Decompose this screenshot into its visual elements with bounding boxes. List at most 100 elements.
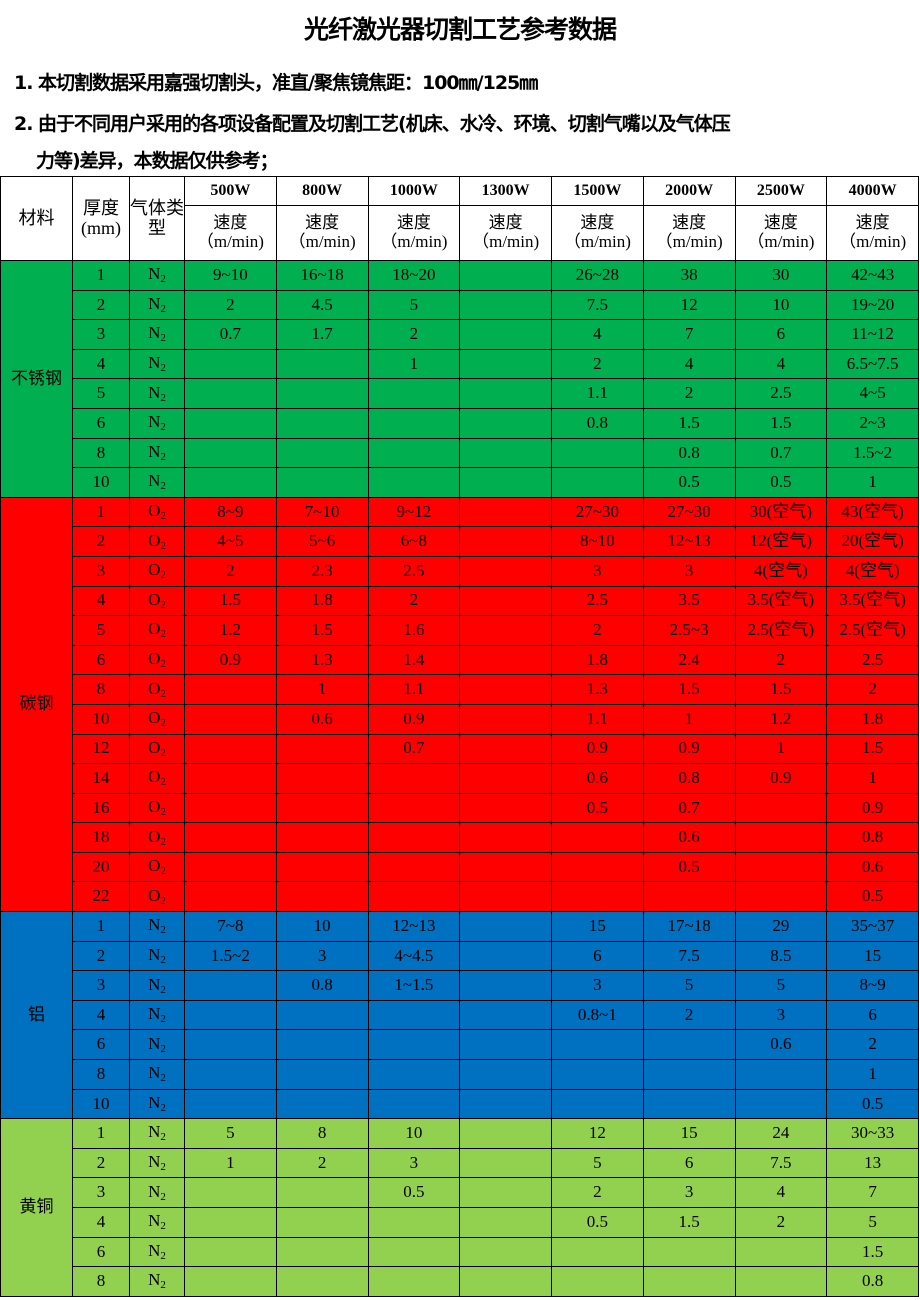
thickness-cell: 14	[72, 763, 130, 794]
speed-cell	[551, 437, 644, 469]
speed-cell: 1.8	[551, 644, 644, 676]
table-row: 4 N2 0.8~1 2 3 6	[0, 999, 919, 1031]
speed-cell	[734, 1059, 828, 1090]
speed-cell	[551, 881, 644, 913]
speed-cell: 27~30	[642, 496, 736, 528]
speed-cell	[275, 1088, 369, 1120]
speed-cell	[184, 703, 277, 735]
speed-cell	[184, 1059, 277, 1090]
gas-cell: N2	[129, 437, 185, 469]
speed-cell	[551, 1029, 644, 1061]
speed-cell: 2.5(空气)	[826, 615, 919, 646]
speed-cell	[459, 1177, 552, 1208]
gas-cell: O2	[129, 526, 185, 557]
speed-cell: 0.6	[734, 1029, 828, 1061]
speed-cell: 8.5	[734, 940, 828, 972]
speed-cell	[642, 1088, 736, 1120]
speed-cell	[551, 1059, 644, 1090]
speed-cell	[734, 822, 828, 853]
gas-cell: O2	[129, 822, 185, 853]
table-row: 铝 1 N2 7~8 10 12~13 15 17~18 29 35~37	[0, 911, 919, 1120]
speed-cell	[551, 467, 644, 498]
speed-cell	[459, 1088, 552, 1120]
speed-cell: 2.5~3	[642, 615, 736, 646]
gas-cell: N2	[129, 260, 185, 291]
speed-cell: 1.5	[642, 407, 736, 439]
speed-cell: 5	[367, 289, 461, 321]
thickness-cell: 2	[72, 289, 130, 321]
speed-cell: 2~3	[826, 407, 919, 439]
speed-cell	[367, 763, 461, 794]
speed-cell	[367, 1059, 461, 1090]
gas-cell: N2	[129, 1147, 185, 1179]
speed-cell	[459, 1118, 552, 1149]
speed-cell: 1	[184, 1147, 277, 1179]
thickness-cell: 8	[72, 1059, 130, 1090]
speed-cell: 35~37	[826, 911, 919, 942]
speed-cell	[459, 378, 552, 409]
cutting-data-table: 材料 厚度(mm) 气体类型 500W 800W 1000W 1300W 1500W 2000W…	[0, 176, 919, 1297]
header-power: 2500W	[734, 176, 828, 206]
speed-cell: 1	[826, 467, 919, 498]
speed-cell	[184, 1088, 277, 1120]
speed-cell: 29	[734, 911, 828, 942]
speed-cell: 7.5	[642, 940, 736, 972]
speed-cell	[367, 881, 461, 913]
speed-cell: 1	[826, 763, 919, 794]
table-row: 5 O2 1.2 1.5 1.6 2 2.5~3 2.5(空气) 2.5(空气)	[0, 615, 919, 646]
table-row: 10 N2 0.5	[0, 1088, 919, 1120]
thickness-cell: 8	[72, 674, 130, 705]
speed-cell: 2	[184, 289, 277, 321]
speed-cell	[184, 1266, 277, 1297]
speed-cell: 2.3	[275, 555, 369, 587]
speed-cell: 2.5	[734, 378, 828, 409]
speed-cell: 30~33	[826, 1118, 919, 1149]
speed-cell	[459, 703, 552, 735]
speed-cell: 26~28	[551, 260, 644, 291]
speed-cell	[459, 763, 552, 794]
header-power: 1300W	[459, 176, 552, 206]
speed-cell	[459, 526, 552, 557]
header-thickness: 厚度(mm)	[72, 176, 130, 261]
speed-cell: 5	[551, 1147, 644, 1179]
speed-cell: 1~1.5	[367, 970, 461, 1001]
speed-cell	[184, 467, 277, 498]
gas-cell: N2	[129, 1177, 185, 1208]
speed-cell	[734, 851, 828, 883]
speed-cell: 38	[642, 260, 736, 291]
speed-cell	[459, 585, 552, 617]
table-row: 4 N2 0.5 1.5 2 5	[0, 1207, 919, 1238]
gas-cell: N2	[129, 1118, 185, 1149]
header-speed: 速度（m/min)	[459, 205, 552, 261]
gas-cell: O2	[129, 703, 185, 735]
speed-cell: 0.7	[367, 733, 461, 765]
speed-cell: 0.8	[826, 1266, 919, 1297]
table-row: 不锈钢 1 N2 9~10 16~18 18~20 26~28 38 30 42~43	[0, 260, 919, 498]
speed-cell: 1.5	[642, 674, 736, 705]
gas-cell: O2	[129, 496, 185, 528]
speed-cell: 0.5	[551, 1207, 644, 1238]
speed-cell: 6	[734, 319, 828, 350]
thickness-cell: 8	[72, 437, 130, 469]
speed-cell: 8~10	[551, 526, 644, 557]
speed-cell	[642, 1029, 736, 1061]
speed-cell: 3	[367, 1147, 461, 1179]
speed-cell: 43(空气)	[826, 496, 919, 528]
gas-cell: N2	[129, 1207, 185, 1238]
speed-cell	[642, 1236, 736, 1268]
speed-cell: 2	[184, 555, 277, 587]
table-row: 14 O2 0.6 0.8 0.9 1	[0, 763, 919, 794]
thickness-cell: 4	[72, 585, 130, 617]
table-row: 5 N2 1.1 2 2.5 4~5	[0, 378, 919, 409]
table-row: 碳钢 1 O2 8~9 7~10 9~12 27~30 27~30 30(空气) 43(空气)	[0, 496, 919, 913]
speed-cell	[551, 851, 644, 883]
speed-cell: 15	[826, 940, 919, 972]
speed-cell	[275, 881, 369, 913]
speed-cell: 5	[184, 1118, 277, 1149]
speed-cell	[459, 407, 552, 439]
speed-cell: 0.5	[826, 1088, 919, 1120]
speed-cell: 5	[642, 970, 736, 1001]
thickness-cell: 3	[72, 970, 130, 1001]
header-speed: 速度（m/min)	[642, 205, 736, 261]
gas-cell: O2	[129, 792, 185, 824]
